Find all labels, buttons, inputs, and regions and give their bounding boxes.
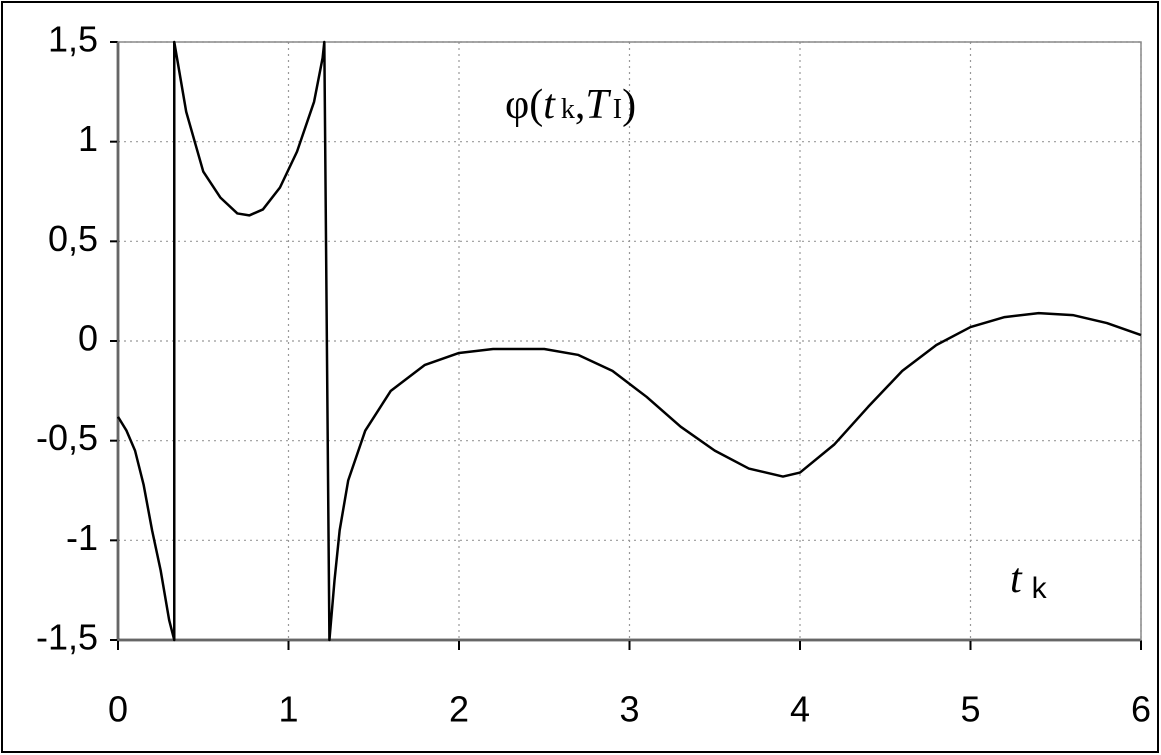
x-label-sub: k xyxy=(1032,572,1048,605)
x-tick-label: 6 xyxy=(1131,689,1151,730)
x-label-part: t xyxy=(1010,556,1023,602)
x-tick-label: 1 xyxy=(278,689,298,730)
annotation-sub: k xyxy=(561,94,575,125)
y-tick-label: -1 xyxy=(66,517,98,558)
x-tick-label: 4 xyxy=(790,689,810,730)
y-tick-label: 0,5 xyxy=(48,218,98,259)
x-tick-label: 0 xyxy=(108,689,128,730)
annotation: φ(t k,T I) xyxy=(505,82,636,128)
annotation-part: t xyxy=(543,82,556,128)
annotation-part: T xyxy=(585,82,611,128)
marks xyxy=(116,40,1142,642)
annotation-part: ) xyxy=(622,82,636,128)
data-line xyxy=(116,40,1142,642)
y-tick-label: 1 xyxy=(78,118,98,159)
x-tick-label: 3 xyxy=(619,689,639,730)
annotation-sub: I xyxy=(613,94,622,125)
plot-border xyxy=(117,41,1142,641)
y-tick-label: -0,5 xyxy=(36,417,98,458)
x-tick-label: 5 xyxy=(960,689,980,730)
y-tick-label: 0 xyxy=(78,318,98,359)
x-tick-label: 2 xyxy=(449,689,469,730)
y-tick-label: -1,5 xyxy=(36,617,98,658)
annotation-part: φ( xyxy=(505,82,543,128)
grid xyxy=(110,41,1142,650)
annotation-part: , xyxy=(575,82,586,128)
y-tick-label: 1,5 xyxy=(48,19,98,60)
